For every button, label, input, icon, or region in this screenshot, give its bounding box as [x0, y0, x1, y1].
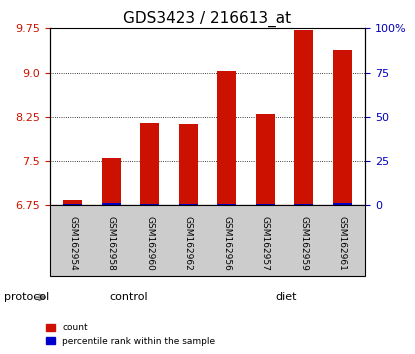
Bar — [294, 204, 313, 205]
Text: GSM162957: GSM162957 — [261, 216, 270, 271]
Text: control: control — [109, 292, 148, 302]
Text: diet: diet — [276, 292, 297, 302]
Bar — [217, 71, 237, 205]
Legend: count, percentile rank within the sample: count, percentile rank within the sample — [46, 324, 215, 346]
Title: GDS3423 / 216613_at: GDS3423 / 216613_at — [123, 11, 292, 27]
Text: GSM162959: GSM162959 — [299, 216, 308, 271]
Bar — [332, 203, 352, 205]
Bar — [63, 200, 83, 205]
Bar — [332, 50, 352, 205]
Bar — [178, 125, 198, 205]
FancyBboxPatch shape — [50, 205, 365, 276]
Bar — [256, 114, 275, 205]
Text: GSM162961: GSM162961 — [338, 216, 347, 271]
Text: protocol: protocol — [4, 292, 49, 302]
Bar — [102, 203, 121, 205]
Text: GSM162956: GSM162956 — [222, 216, 231, 271]
Bar — [102, 158, 121, 205]
Text: GSM162960: GSM162960 — [145, 216, 154, 271]
Bar — [63, 204, 83, 205]
Bar — [178, 204, 198, 205]
Bar — [217, 204, 237, 205]
Text: GSM162958: GSM162958 — [107, 216, 116, 271]
Bar — [294, 30, 313, 205]
Bar — [256, 204, 275, 205]
Bar — [140, 204, 159, 205]
Bar — [140, 123, 159, 205]
Text: GSM162954: GSM162954 — [68, 216, 77, 271]
Text: GSM162962: GSM162962 — [184, 216, 193, 271]
